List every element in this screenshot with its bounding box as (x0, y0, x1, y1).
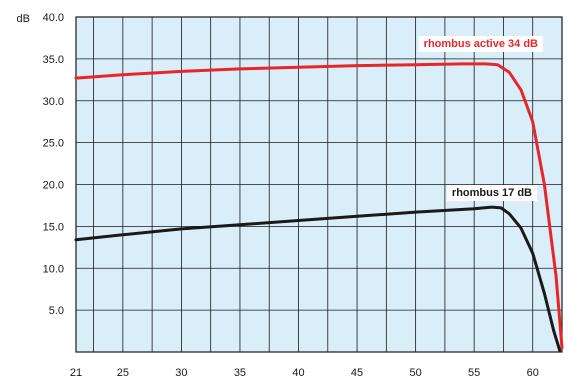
x-tick-label: 21 (70, 367, 82, 379)
x-tick-label: 60 (527, 367, 539, 379)
x-tick-label: 40 (292, 367, 304, 379)
y-tick-label: 20.0 (43, 180, 64, 192)
y-tick-label: 35.0 (43, 54, 64, 66)
series-line (74, 205, 562, 352)
plot-frame (75, 16, 563, 353)
y-axis-ticks: 40.0 35.0 30.0 25.0 20.0 15.0 10.0 5.0 (43, 12, 64, 317)
x-axis-ticks: 21 25 30 35 40 45 50 55 60 (70, 367, 539, 379)
y-tick-label: 40.0 (43, 12, 64, 24)
y-tick-label: 25.0 (43, 138, 64, 150)
y-tick-label: 30.0 (43, 96, 64, 108)
series-label-box (446, 185, 538, 201)
x-tick-label: 45 (351, 367, 363, 379)
series-group (74, 62, 564, 352)
series-label-box (418, 36, 544, 52)
x-tick-label: 30 (175, 367, 187, 379)
x-tick-label: 25 (117, 367, 129, 379)
series-label: rhombus active 34 dB (424, 38, 538, 50)
x-tick-label: 55 (468, 367, 480, 379)
y-tick-label: 10.0 (43, 263, 64, 275)
y-tick-label: 15.0 (43, 221, 64, 233)
series-labels: rhombus active 34 dB rhombus 17 dB (418, 36, 544, 201)
series-line (74, 62, 564, 350)
y-tick-label: 5.0 (49, 305, 64, 317)
x-tick-label: 35 (234, 367, 246, 379)
series-label: rhombus 17 dB (452, 187, 532, 199)
y-unit-label: dB (17, 13, 30, 25)
x-tick-label: 50 (409, 367, 421, 379)
